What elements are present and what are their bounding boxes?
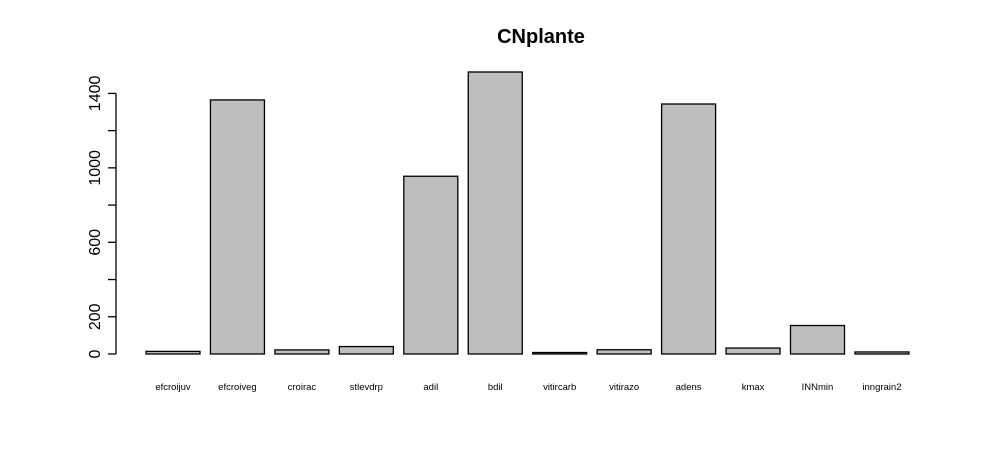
category-label: vitirazo: [609, 382, 639, 393]
bar-bdil: [467, 71, 523, 355]
category-label: adens: [676, 382, 702, 393]
category-label: croirac: [288, 382, 317, 393]
bar-vitirazo: [596, 349, 652, 355]
bar-INNmin: [789, 324, 846, 355]
bar-kmax: [725, 347, 781, 355]
chart-title: CNplante: [497, 26, 585, 48]
y-tick-label: 1000: [87, 150, 104, 186]
bar-stlevdrp: [338, 345, 395, 355]
y-tick-label: 0: [87, 349, 104, 358]
category-labels-group: efcroijuv efcroiveg croirac stlevdrp adil bdi…: [155, 382, 901, 393]
category-label: vitircarb: [543, 382, 576, 393]
category-label: kmax: [742, 382, 765, 393]
bar-efcroijuv: [145, 350, 201, 355]
bars-group: [145, 71, 910, 355]
y-tick-label: 1400: [87, 76, 104, 112]
category-label: INNmin: [802, 382, 834, 393]
bar-adens: [660, 103, 717, 355]
category-label: bdil: [488, 382, 503, 393]
y-tick-label: 200: [87, 303, 104, 330]
bar-efcroiveg: [209, 99, 266, 355]
category-label: stlevdrp: [350, 382, 383, 393]
category-label: efcroiveg: [218, 382, 257, 393]
bar-vitircarb: [532, 351, 588, 355]
y-tick-label: 600: [87, 229, 104, 256]
category-label: inngrain2: [862, 382, 901, 393]
bar-croirac: [274, 349, 330, 355]
bar-inngrain2: [854, 351, 910, 355]
category-label: adil: [423, 382, 438, 393]
category-label: efcroijuv: [155, 382, 191, 393]
y-axis: 0 200 600 1000 1400: [87, 76, 117, 358]
bar-adil: [403, 175, 459, 355]
